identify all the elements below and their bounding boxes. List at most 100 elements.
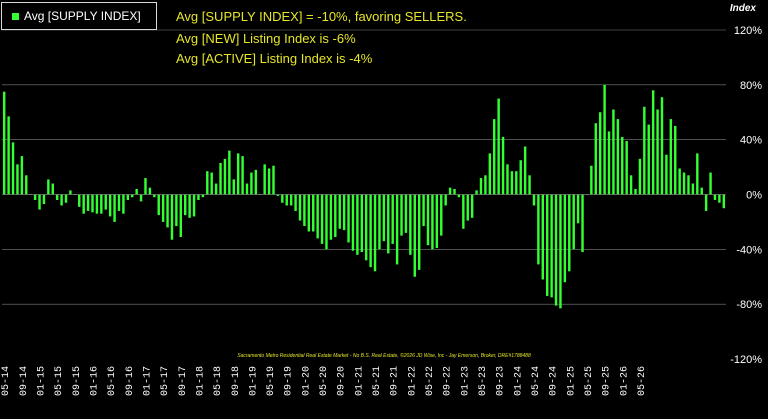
x-tick-label: 09-20 (337, 366, 348, 396)
bar (104, 194, 107, 210)
x-tick-label: 05-25 (584, 366, 595, 396)
bar (11, 142, 15, 195)
bar (501, 136, 505, 195)
bar (506, 164, 509, 195)
x-tick-label: 01-25 (566, 366, 577, 396)
x-tick-label: 05-14 (1, 366, 12, 396)
x-tick-label: 09-25 (602, 366, 613, 396)
bar (285, 194, 288, 206)
bar (135, 189, 138, 195)
x-tick-label: 05-22 (425, 366, 436, 396)
bar (448, 187, 452, 195)
y-tick-label: -120% (730, 354, 762, 366)
x-tick-label: 09-24 (549, 366, 560, 396)
bar (704, 194, 708, 211)
x-tick-label: 09-16 (125, 366, 136, 396)
bar (444, 194, 447, 206)
bar (157, 194, 160, 216)
x-tick-label: 05-23 (478, 366, 489, 396)
bar (16, 164, 19, 195)
bar (95, 194, 99, 214)
x-tick-label: 05-16 (107, 366, 118, 396)
bar (572, 194, 575, 250)
bar (351, 194, 355, 251)
x-tick-label: 01-15 (37, 366, 48, 396)
bar (338, 194, 341, 229)
bar (47, 179, 50, 195)
y-tick-label: -80% (736, 299, 762, 311)
bar (519, 160, 522, 195)
bar (113, 194, 116, 222)
bar (598, 112, 602, 195)
x-tick-label: 05-17 (160, 366, 171, 396)
bar (687, 175, 690, 195)
bar (188, 194, 191, 218)
bar (612, 109, 615, 195)
x-tick-label: 05-20 (319, 366, 330, 396)
bar (470, 194, 474, 218)
bar (528, 175, 531, 195)
bar (462, 194, 465, 229)
y-tick-label: 80% (740, 80, 762, 92)
bar (488, 153, 492, 195)
bar (170, 194, 174, 240)
y-tick-label: -40% (736, 244, 762, 256)
annotation-new-listing: Avg [NEW] Listing Index is -6% (176, 31, 356, 46)
bar (86, 194, 90, 211)
bar (294, 194, 297, 211)
bar (201, 194, 205, 198)
bar (131, 194, 134, 198)
bar (541, 194, 545, 280)
bar (223, 158, 227, 195)
bar (153, 194, 156, 198)
bar (298, 194, 302, 221)
bar (78, 194, 81, 207)
bar (214, 183, 218, 195)
x-tick-label: 09-17 (178, 366, 189, 396)
bar (303, 194, 306, 227)
bar (232, 179, 235, 195)
bar (126, 194, 130, 200)
bar (91, 194, 94, 213)
bar (713, 194, 717, 200)
bar (722, 194, 726, 209)
bar (364, 194, 368, 261)
annotation-supply-index: Avg [SUPPLY INDEX] = -10%, favoring SELL… (176, 9, 467, 24)
bar (206, 171, 209, 195)
bar (665, 154, 668, 195)
bar (576, 194, 580, 224)
legend-label: Avg [SUPPLY INDEX] (24, 9, 141, 23)
bar (466, 194, 469, 221)
bar (166, 194, 169, 228)
bar (638, 158, 642, 195)
bar (347, 194, 350, 243)
bar (696, 153, 699, 195)
x-tick-label: 01-17 (142, 366, 153, 396)
bar (179, 194, 183, 237)
legend-swatch (12, 12, 19, 20)
bar (510, 171, 514, 195)
bar (395, 194, 399, 265)
bar (532, 194, 536, 206)
bar (435, 194, 439, 248)
bar (404, 194, 408, 233)
bar (312, 194, 315, 232)
bar (709, 172, 712, 195)
bar (559, 194, 562, 309)
bar (453, 189, 456, 195)
bar (700, 187, 703, 195)
bar (342, 194, 346, 231)
bar (563, 194, 567, 283)
bar (629, 175, 633, 195)
bar (64, 194, 68, 203)
bar (210, 172, 213, 195)
x-tick-label: 09-15 (72, 366, 83, 396)
x-tick-label: 09-22 (443, 366, 454, 396)
bar (621, 136, 624, 195)
bar (82, 194, 85, 214)
bar (417, 194, 421, 270)
bar (20, 156, 24, 195)
x-tick-label: 05-26 (637, 366, 648, 396)
bar (272, 165, 275, 195)
bar (660, 97, 664, 195)
